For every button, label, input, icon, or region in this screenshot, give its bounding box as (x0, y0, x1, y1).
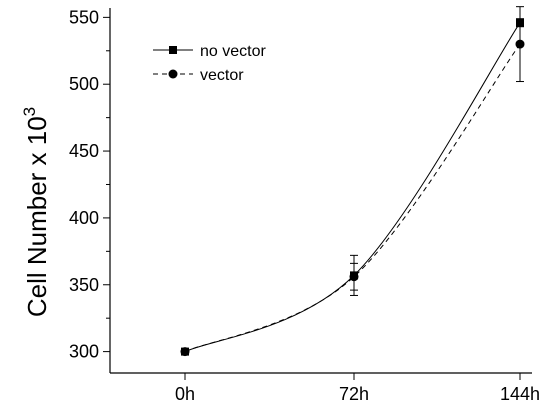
data-point-vector (180, 347, 190, 357)
legend-label-vector: vector (200, 67, 244, 84)
series-line-vector (184, 43, 521, 353)
data-point-vector (349, 272, 359, 282)
y-tick-label: 550 (69, 7, 99, 27)
x-tick-label: 0h (175, 384, 195, 404)
y-tick-label: 500 (69, 74, 99, 94)
legend-marker-vector (168, 69, 178, 79)
y-tick-label: 450 (69, 141, 99, 161)
y-axis-title-superscript: 3 (20, 107, 39, 116)
series-line-no-vector (184, 22, 521, 353)
x-tick-label: 144h (500, 384, 539, 404)
legend-label-no-vector: no vector (200, 43, 266, 60)
legend-marker-no-vector (169, 46, 177, 54)
y-tick-label: 400 (69, 208, 99, 228)
data-point-vector (515, 39, 525, 49)
x-tick-label: 72h (339, 384, 369, 404)
y-tick-label: 300 (69, 342, 99, 362)
y-axis-title: Cell Number x 103 (20, 107, 52, 317)
y-tick-label: 350 (69, 275, 99, 295)
y-axis-title-text: Cell Number x 10 (22, 116, 52, 317)
